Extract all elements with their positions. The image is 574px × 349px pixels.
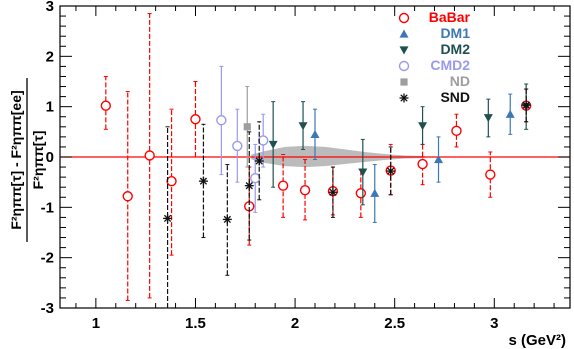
x-tick-label: 2	[291, 315, 299, 332]
y-axis-title-numerator: F²ηππ[τ] - F²ηππ[ee]	[8, 90, 24, 229]
y-tick-label: 0	[46, 149, 54, 166]
legend-marker-babar	[398, 12, 410, 24]
x-tick-label: 1.5	[185, 315, 206, 332]
series-dm1	[310, 93, 515, 223]
point-babar-0	[100, 100, 112, 111]
point-dm2-0	[268, 140, 278, 149]
y-tick-label: 1	[46, 99, 54, 116]
axes-layer: 1 1.5 2 2.5 3 -3 -2 -1 0 1 2 3	[41, 0, 570, 332]
point-babar-4	[190, 114, 201, 125]
point-babar-13	[485, 169, 496, 180]
legend-label-babar: BaBar	[429, 9, 471, 25]
point-snd-2	[222, 214, 232, 224]
legend-label-snd: SND	[440, 89, 470, 105]
data-series-layer	[100, 13, 532, 309]
y-tick-label: -1	[41, 199, 54, 216]
point-babar-9	[355, 188, 367, 199]
point-snd-3	[244, 181, 254, 191]
point-dm1-0	[310, 129, 320, 138]
point-babar-3	[166, 175, 177, 187]
point-dm2-4	[483, 114, 493, 123]
point-babar-6	[277, 180, 289, 191]
legend-label-cmd2: CMD2	[430, 57, 470, 73]
point-snd-5	[328, 187, 338, 197]
point-cmd2-0	[216, 115, 227, 126]
series-snd	[163, 88, 531, 309]
point-babar-11	[417, 158, 428, 170]
axis-titles: s (GeV²) F²ηππ[τ] - F²ηππ[ee] F²ηππ[τ]	[8, 78, 566, 349]
point-babar-2	[144, 150, 155, 161]
y-tick-label: 3	[46, 0, 54, 15]
point-nd-0	[243, 123, 251, 131]
legend-marker-snd	[399, 93, 409, 103]
y-axis-title: F²ηππ[τ] - F²ηππ[ee] F²ηππ[τ]	[8, 78, 46, 242]
point-dm1-2	[434, 155, 444, 164]
legend-marker-cmd2	[398, 60, 410, 72]
point-snd-7	[521, 100, 531, 110]
point-snd-1	[198, 176, 208, 186]
legend-label-nd: ND	[450, 73, 470, 89]
point-cmd2-1	[232, 140, 243, 152]
x-tick-label: 1	[92, 315, 100, 332]
point-dm1-3	[505, 109, 515, 118]
point-dm1-1	[370, 188, 380, 197]
point-snd-4	[254, 156, 264, 166]
legend-label-dm1: DM1	[440, 25, 470, 41]
legend-marker-dm1	[399, 29, 409, 38]
point-babar-1	[122, 191, 133, 202]
y-axis-title-denominator: F²ηππ[τ]	[30, 131, 46, 190]
point-cmd2-2	[250, 172, 261, 184]
point-babar-12	[451, 125, 462, 137]
series-nd	[243, 86, 251, 168]
y-tick-label: -3	[41, 300, 54, 317]
legend-marker-dm2	[399, 46, 409, 55]
legend-label-dm2: DM2	[440, 41, 470, 57]
point-babar-7	[299, 185, 311, 196]
legend-marker-nd	[400, 78, 408, 86]
point-dm2-2	[358, 168, 368, 177]
point-snd-0	[163, 213, 173, 223]
y-tick-label: -2	[41, 250, 54, 267]
point-dm2-3	[418, 122, 428, 131]
point-dm2-1	[298, 122, 308, 131]
x-tick-label: 3	[490, 315, 498, 332]
point-cmd2-3	[258, 135, 269, 146]
point-snd-6	[386, 166, 396, 176]
x-tick-label: 2.5	[384, 315, 405, 332]
x-axis-title: s (GeV²)	[508, 332, 566, 349]
y-tick-label: 2	[46, 48, 54, 65]
